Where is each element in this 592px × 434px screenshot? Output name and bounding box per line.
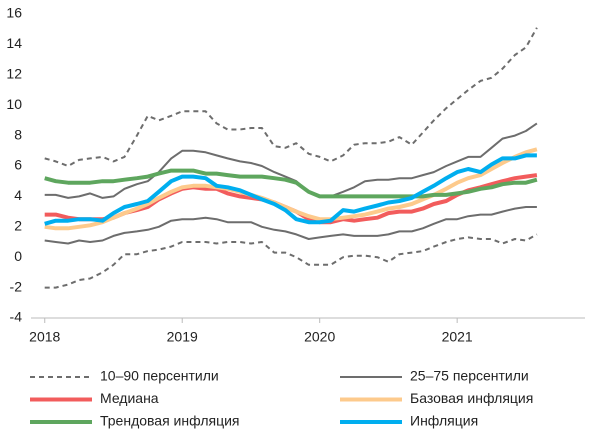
legend-label: 25–75 персентили <box>410 368 529 384</box>
x-tick-label: 2019 <box>167 329 198 345</box>
series-line <box>44 27 538 167</box>
y-tick-label: 2 <box>14 218 22 234</box>
y-tick-label: -4 <box>10 309 23 325</box>
y-tick-label: 8 <box>14 126 22 142</box>
y-tick-label: 12 <box>6 66 22 82</box>
legend-label: Трендовая инфляция <box>100 413 240 429</box>
legend-label: Медиана <box>100 390 159 406</box>
x-tick-label: 2020 <box>304 329 335 345</box>
x-tick-label: 2018 <box>29 329 60 345</box>
series-line <box>44 122 538 199</box>
y-tick-label: -2 <box>10 278 23 294</box>
y-tick-label: 16 <box>6 5 22 21</box>
y-tick-label: 0 <box>14 248 22 264</box>
y-tick-label: 6 <box>14 157 22 173</box>
y-tick-label: 10 <box>6 96 22 112</box>
y-tick-label: 4 <box>14 187 22 203</box>
series-line <box>44 206 537 245</box>
legend-label: Инфляция <box>410 413 478 429</box>
series-line <box>44 153 537 226</box>
series-line <box>44 233 538 289</box>
legend-label: 10–90 персентили <box>100 368 219 384</box>
legend-label: Базовая инфляция <box>410 390 533 406</box>
y-tick-label: 14 <box>6 35 22 51</box>
series-line <box>44 168 538 199</box>
series-line <box>44 147 538 231</box>
x-tick-label: 2021 <box>442 329 473 345</box>
